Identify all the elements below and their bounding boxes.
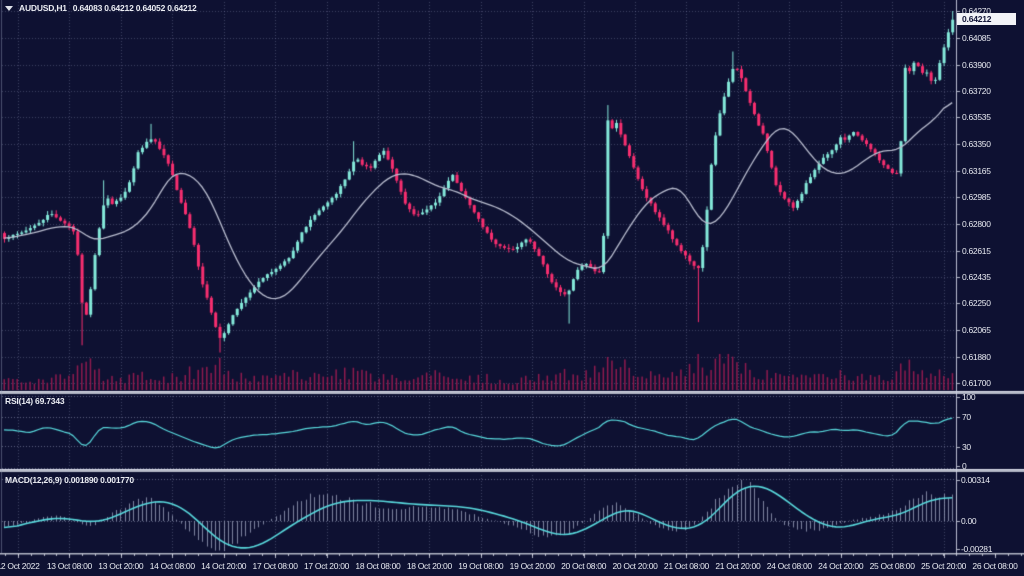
- chart-canvas[interactable]: [0, 0, 1024, 576]
- trading-chart-window: AUDUSD,H1 0.64083 0.64212 0.64052 0.6421…: [0, 0, 1024, 576]
